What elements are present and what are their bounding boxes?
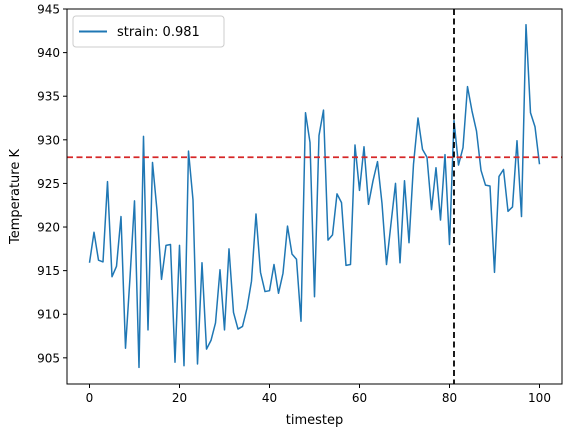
legend-label: strain: 0.981 [117,25,200,40]
x-tick-label: 0 [86,391,94,405]
y-tick-label: 925 [37,177,60,191]
y-axis: 905 910 915 920 925 930 935 940 945 [37,3,67,365]
y-tick-label: 920 [37,221,60,235]
x-tick-label: 60 [352,391,367,405]
x-tick-label: 40 [262,391,277,405]
y-tick-label: 945 [37,3,60,17]
series-line-0 [88,23,541,369]
plot-frame [66,8,563,385]
x-axis-label: timestep [286,413,344,428]
legend-box [72,15,225,48]
x-axis: 0 20 40 60 80 100 [86,384,551,405]
series-layer [88,23,541,369]
legend: strain: 0.981 [72,15,225,48]
x-tick-label: 20 [172,391,187,405]
y-tick-label: 930 [37,133,60,147]
y-tick-label: 910 [37,308,60,322]
y-tick-label: 940 [37,46,60,60]
y-tick-label: 905 [37,351,60,365]
y-axis-label: Temperature K [8,149,23,245]
y-tick-label: 935 [37,90,60,104]
reference-lines [67,9,562,384]
y-tick-label: 915 [37,264,60,278]
x-tick-label: 100 [528,391,551,405]
x-tick-label: 80 [442,391,457,405]
